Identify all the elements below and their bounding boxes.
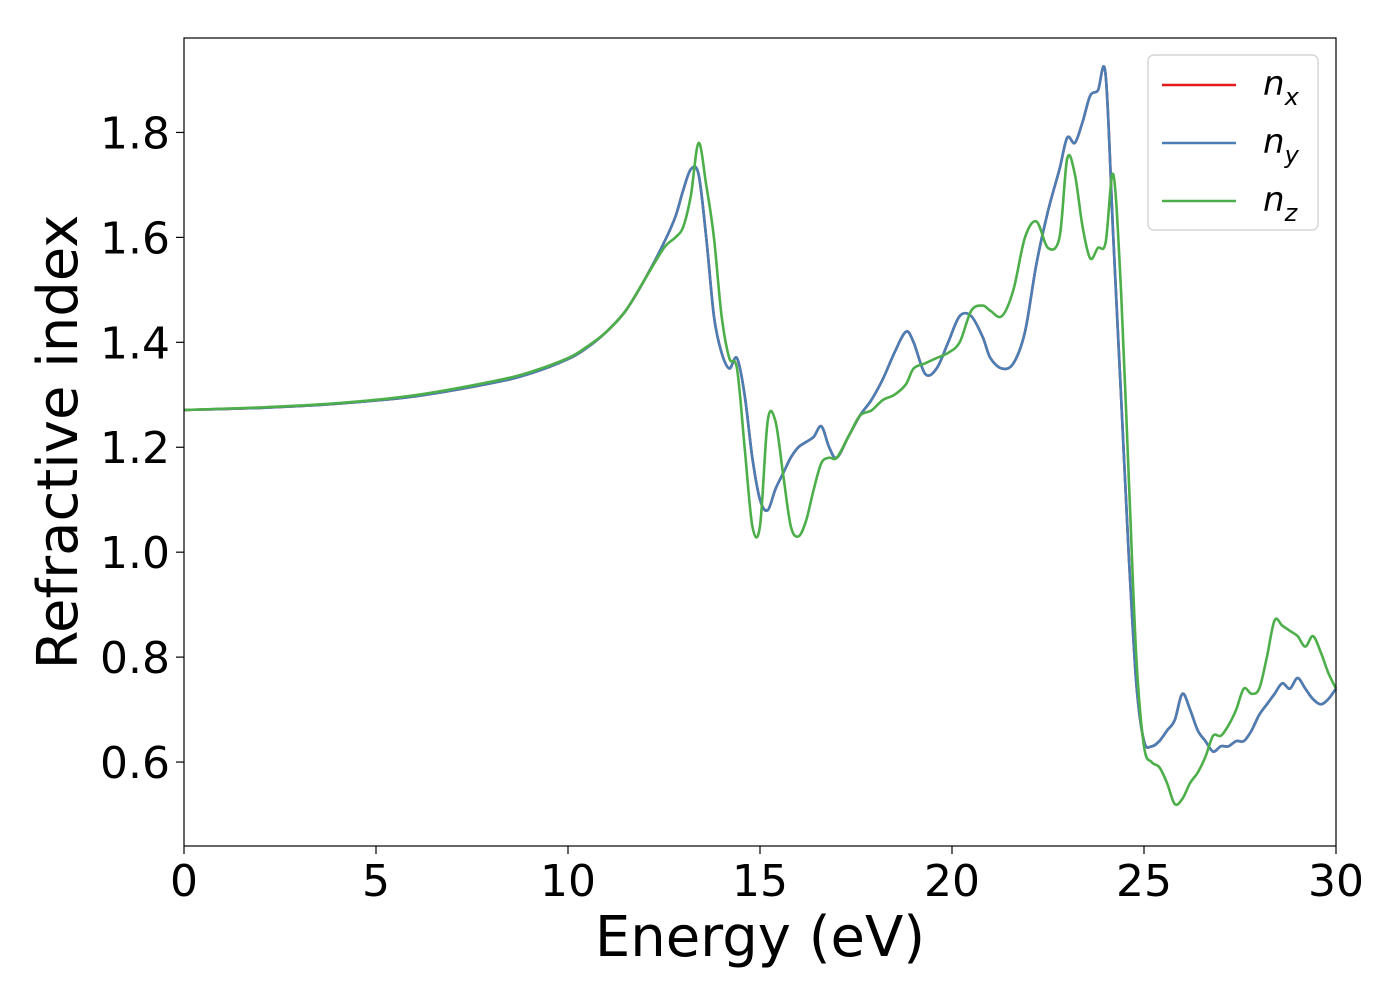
y-tick-label: 1.4 xyxy=(100,318,170,369)
legend-label-main: n xyxy=(1263,64,1285,104)
x-tick-label: 30 xyxy=(1308,856,1364,907)
x-tick-label: 10 xyxy=(540,856,596,907)
x-tick-label: 5 xyxy=(362,856,390,907)
x-axis-title: Energy (eV) xyxy=(595,905,925,970)
y-tick-label: 1.0 xyxy=(100,528,170,579)
legend-label-x: nx xyxy=(1263,64,1300,111)
plot-area xyxy=(184,38,1336,846)
x-tick-label: 15 xyxy=(732,856,788,907)
y-tick-label: 1.8 xyxy=(100,108,170,159)
series-line-y xyxy=(183,65,1338,753)
y-tick-label: 1.6 xyxy=(100,213,170,264)
y-tick-label: 0.8 xyxy=(100,633,170,684)
x-tick-label: 20 xyxy=(924,856,980,907)
legend-label-subscript: x xyxy=(1284,83,1300,111)
x-tick-label: 25 xyxy=(1116,856,1172,907)
legend-label-main: n xyxy=(1263,180,1285,220)
series-line-z xyxy=(183,141,1338,807)
x-axis: 0 5 10 15 20 25 30 xyxy=(170,846,1364,907)
y-axis-title: Refractive index xyxy=(26,215,91,670)
legend-label-subscript: z xyxy=(1284,199,1299,227)
legend-label-main: n xyxy=(1263,122,1285,162)
series-layer xyxy=(183,65,1338,807)
y-axis: 0.6 0.8 1.0 1.2 1.4 1.6 1.8 xyxy=(100,108,184,789)
legend-label-y: ny xyxy=(1263,122,1300,169)
x-tick-label: 0 xyxy=(170,856,198,907)
y-tick-label: 0.6 xyxy=(100,738,170,789)
legend-label-z: nz xyxy=(1263,180,1299,227)
y-tick-label: 1.2 xyxy=(100,423,170,474)
legend-label-subscript: y xyxy=(1284,141,1300,169)
